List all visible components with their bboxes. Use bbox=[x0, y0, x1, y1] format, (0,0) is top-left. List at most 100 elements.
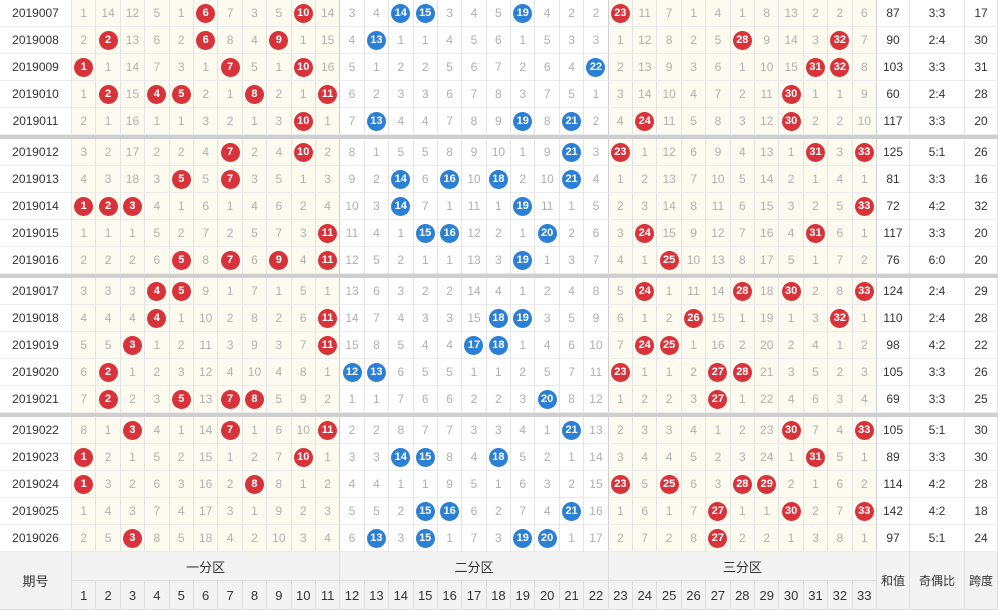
miss-count: 5 bbox=[681, 108, 707, 135]
cell: 2 bbox=[96, 193, 121, 220]
span: 31 bbox=[965, 54, 998, 81]
cell: 8 bbox=[242, 81, 268, 108]
miss-count: 1 bbox=[852, 166, 877, 193]
miss-count: 4 bbox=[389, 108, 414, 135]
miss-count: 1 bbox=[755, 498, 780, 525]
cell: 19 bbox=[511, 0, 536, 27]
miss-count: 3 bbox=[242, 0, 268, 27]
miss-count: 3 bbox=[803, 305, 829, 332]
miss-count: 6 bbox=[681, 139, 707, 166]
cell: 23 bbox=[608, 471, 634, 498]
miss-count: 2 bbox=[608, 417, 634, 444]
cell: 19 bbox=[511, 193, 536, 220]
miss-count: 1 bbox=[389, 471, 414, 498]
miss-count: 4 bbox=[511, 417, 536, 444]
miss-count: 2 bbox=[96, 139, 121, 166]
miss-count: 6 bbox=[584, 220, 609, 247]
span: 28 bbox=[965, 81, 998, 108]
cell: 2 bbox=[96, 81, 121, 108]
miss-count: 4 bbox=[340, 471, 365, 498]
miss-count: 1 bbox=[730, 0, 756, 27]
odd-even-ratio: 3:3 bbox=[910, 386, 965, 413]
cell: 1 bbox=[72, 471, 97, 498]
miss-count: 4 bbox=[218, 359, 243, 386]
miss-count: 1 bbox=[633, 359, 658, 386]
miss-count: 14 bbox=[340, 305, 365, 332]
group-separator bbox=[0, 413, 998, 417]
number-header: 19 bbox=[511, 581, 536, 610]
miss-count: 7 bbox=[584, 247, 609, 274]
miss-count: 4 bbox=[96, 305, 121, 332]
miss-count: 1 bbox=[291, 166, 316, 193]
miss-count: 3 bbox=[218, 332, 243, 359]
number-header: 20 bbox=[535, 581, 560, 610]
miss-count: 8 bbox=[706, 108, 731, 135]
miss-count: 6 bbox=[486, 27, 512, 54]
number-header: 15 bbox=[413, 581, 438, 610]
number-header: 31 bbox=[803, 581, 829, 610]
miss-count: 5 bbox=[511, 444, 536, 471]
miss-count: 1 bbox=[413, 471, 438, 498]
cell: 8 bbox=[242, 471, 268, 498]
miss-count: 1 bbox=[389, 27, 414, 54]
ball: 11 bbox=[318, 84, 338, 104]
cell: 23 bbox=[608, 0, 634, 27]
miss-count: 3 bbox=[681, 54, 707, 81]
number-header: 26 bbox=[681, 581, 707, 610]
miss-count: 5 bbox=[462, 27, 487, 54]
miss-count: 5 bbox=[559, 81, 585, 108]
odd-even-ratio: 3:3 bbox=[910, 220, 965, 247]
miss-count: 7 bbox=[193, 220, 219, 247]
miss-count: 4 bbox=[559, 278, 585, 305]
miss-count: 5 bbox=[340, 54, 365, 81]
miss-count: 3 bbox=[364, 193, 390, 220]
miss-count: 1 bbox=[193, 54, 219, 81]
ball: 11 bbox=[318, 223, 338, 243]
ball: 7 bbox=[220, 420, 240, 440]
miss-count: 2 bbox=[584, 108, 609, 135]
miss-count: 2 bbox=[413, 278, 438, 305]
miss-count: 15 bbox=[340, 332, 365, 359]
miss-count: 2 bbox=[291, 193, 316, 220]
cell: 16 bbox=[437, 220, 463, 247]
miss-count: 8 bbox=[437, 444, 463, 471]
miss-count: 15 bbox=[657, 220, 682, 247]
miss-count: 1 bbox=[828, 81, 853, 108]
cell: 5 bbox=[169, 278, 194, 305]
ball: 11 bbox=[318, 420, 338, 440]
miss-count: 3 bbox=[730, 444, 756, 471]
miss-count: 15 bbox=[462, 305, 487, 332]
miss-count: 3 bbox=[584, 139, 609, 166]
ball: 13 bbox=[366, 362, 386, 382]
miss-count: 2 bbox=[389, 54, 414, 81]
miss-count: 1 bbox=[437, 193, 463, 220]
miss-count: 2 bbox=[559, 471, 585, 498]
span: 18 bbox=[965, 498, 998, 525]
miss-count: 3 bbox=[511, 81, 536, 108]
number-header: 23 bbox=[608, 581, 634, 610]
miss-count: 5 bbox=[340, 498, 365, 525]
span: 16 bbox=[965, 166, 998, 193]
miss-count: 5 bbox=[828, 444, 853, 471]
miss-count: 2 bbox=[828, 359, 853, 386]
miss-count: 3 bbox=[291, 220, 316, 247]
cell: 27 bbox=[706, 525, 731, 552]
miss-count: 2 bbox=[633, 386, 658, 413]
miss-count: 1 bbox=[657, 359, 682, 386]
miss-count: 6 bbox=[437, 81, 463, 108]
miss-count: 16 bbox=[120, 108, 146, 135]
span: 20 bbox=[965, 220, 998, 247]
miss-count: 1 bbox=[413, 27, 438, 54]
ball: 7 bbox=[220, 389, 240, 409]
miss-count: 8 bbox=[657, 27, 682, 54]
miss-count: 6 bbox=[852, 0, 877, 27]
miss-count: 8 bbox=[72, 417, 97, 444]
miss-count: 4 bbox=[535, 498, 560, 525]
zone-header: 二分区 bbox=[340, 552, 609, 581]
miss-count: 7 bbox=[267, 444, 292, 471]
miss-count: 2 bbox=[315, 139, 341, 166]
miss-count: 6 bbox=[828, 220, 853, 247]
group-separator bbox=[0, 135, 998, 139]
miss-count: 4 bbox=[169, 498, 194, 525]
miss-count: 4 bbox=[486, 278, 512, 305]
